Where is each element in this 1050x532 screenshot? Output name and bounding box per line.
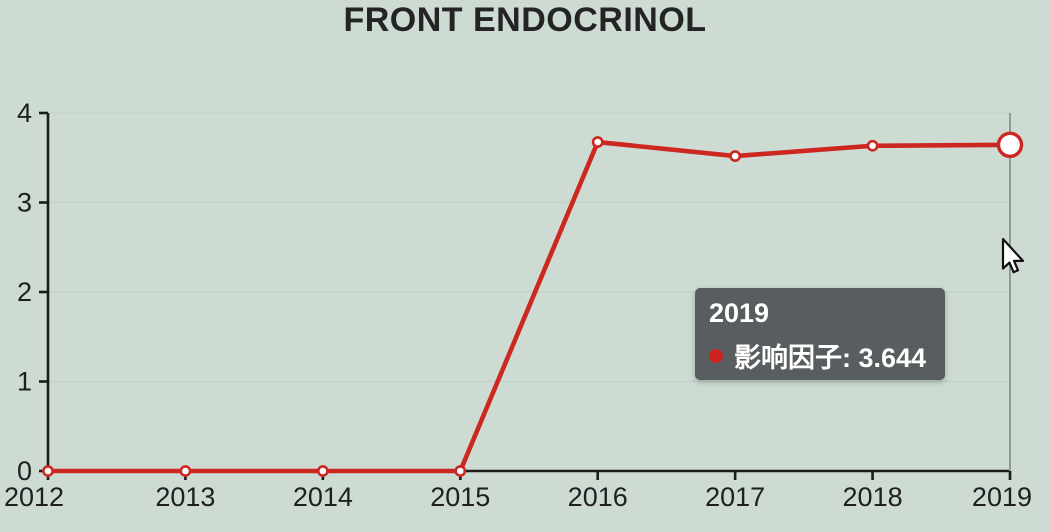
series-dot-icon: [709, 348, 723, 363]
y-tick-label: 3: [17, 188, 32, 218]
chart-title: FRONT ENDOCRINOL: [343, 1, 707, 39]
x-tick-label: 2015: [430, 482, 490, 512]
x-tick-label: 2012: [4, 482, 64, 512]
data-point[interactable]: [42, 465, 54, 477]
tooltip-year: 2019: [709, 298, 770, 328]
tooltip-value: 影响因子: 3.644: [734, 343, 927, 373]
series-line: [45, 139, 1013, 474]
data-point[interactable]: [179, 465, 192, 477]
data-point[interactable]: [454, 465, 467, 477]
x-tick-label: 2016: [568, 482, 628, 512]
x-tick-label: 2019: [972, 482, 1032, 512]
tooltip: 2019 影响因子: 3.644: [695, 288, 945, 380]
data-point-highlighted[interactable]: [996, 131, 1024, 159]
tooltip-series-row: 影响因子: 3.644: [709, 336, 931, 375]
data-point[interactable]: [866, 139, 879, 152]
x-tick-label: 2014: [293, 482, 353, 512]
data-point[interactable]: [729, 150, 742, 162]
y-tick-label: 0: [17, 456, 32, 486]
x-tick-label: 2013: [155, 482, 215, 512]
y-tick-label: 2: [17, 277, 32, 307]
data-point[interactable]: [316, 465, 329, 477]
y-tick-label: 4: [17, 98, 32, 128]
y-tick-label: 1: [17, 367, 32, 397]
x-tick-label: 2017: [705, 482, 765, 512]
x-tick-label: 2018: [843, 482, 903, 512]
mouse-cursor-icon: [1001, 238, 1025, 274]
data-point[interactable]: [591, 136, 604, 148]
